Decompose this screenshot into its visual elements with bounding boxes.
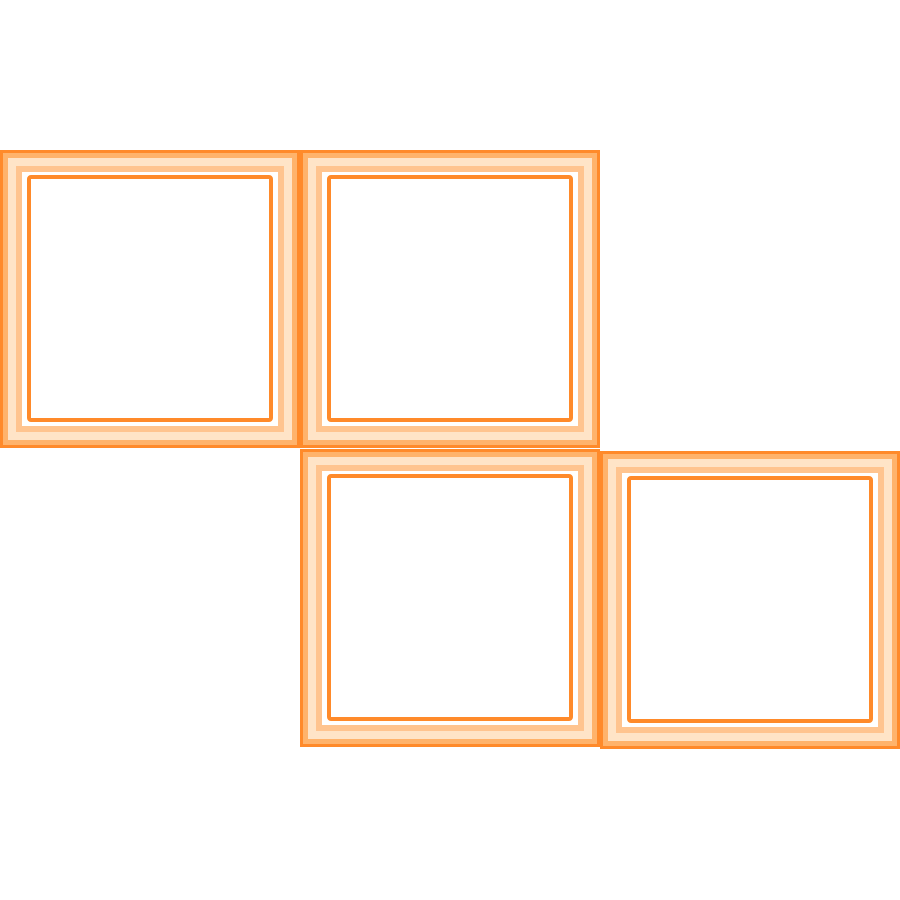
block-frame-graphic bbox=[300, 449, 600, 747]
block-frame-graphic bbox=[600, 451, 900, 749]
tetromino-block-bottom-right bbox=[600, 451, 900, 749]
tetromino-block-bottom-left bbox=[300, 449, 600, 747]
tetromino-block-top-left bbox=[0, 150, 300, 448]
block-frame-graphic bbox=[0, 150, 300, 448]
tetromino-block-top-right bbox=[300, 150, 600, 448]
block-frame-graphic bbox=[300, 150, 600, 448]
